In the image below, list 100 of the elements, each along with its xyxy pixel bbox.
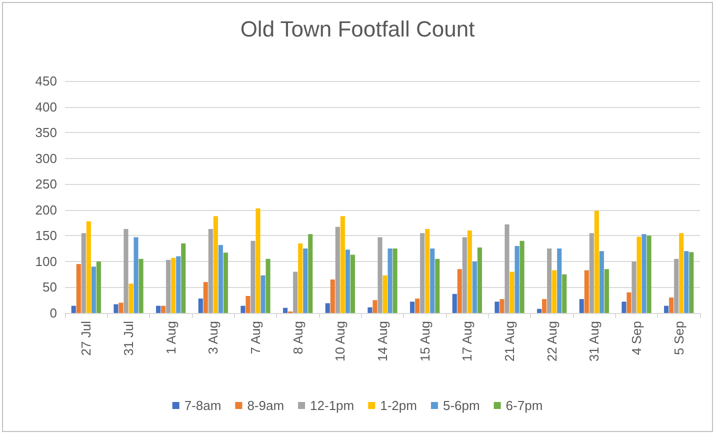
- bar: [368, 307, 372, 313]
- y-tick-label: 100: [35, 254, 57, 269]
- x-tick-label: 31 Jul: [121, 320, 136, 356]
- bar: [626, 292, 632, 313]
- y-tick-label: 150: [35, 228, 57, 244]
- bar: [91, 266, 96, 313]
- bar: [415, 298, 420, 313]
- bar: [124, 228, 128, 313]
- bar: [345, 250, 350, 313]
- bar: [689, 252, 694, 313]
- bar: [435, 258, 440, 313]
- bar: [208, 228, 213, 313]
- bar: [664, 306, 669, 313]
- bar: [128, 284, 134, 313]
- bar: [134, 237, 138, 313]
- bar: [520, 240, 524, 313]
- legend-label: 7-8am: [184, 398, 222, 413]
- x-tick-label: 10 Aug: [332, 321, 348, 362]
- bar: [308, 234, 313, 313]
- x-tick-label: 8 Aug: [290, 321, 306, 354]
- bar: [303, 248, 308, 313]
- bar: [425, 228, 430, 313]
- x-tick-label: 7 Aug: [248, 321, 263, 354]
- bar: [246, 296, 250, 313]
- bar: [198, 298, 203, 313]
- bar: [181, 243, 186, 313]
- y-tick-label: 0: [50, 306, 57, 320]
- bar: [632, 261, 636, 313]
- bar: [514, 246, 520, 313]
- x-tick-label: 17 Aug: [460, 321, 475, 362]
- bar: [81, 233, 86, 313]
- bar: [114, 304, 118, 313]
- bar: [138, 258, 144, 313]
- legend-label: 8-9am: [247, 398, 284, 413]
- bar: [161, 306, 166, 313]
- bar: [171, 258, 176, 313]
- x-tick-label: 14 Aug: [375, 321, 390, 362]
- bar: [335, 226, 340, 313]
- bar: [452, 294, 457, 313]
- bar: [410, 302, 415, 313]
- bar: [223, 252, 228, 313]
- bar: [669, 298, 674, 313]
- bar: [76, 264, 81, 313]
- bar: [260, 275, 266, 313]
- bar: [166, 260, 171, 313]
- x-tick-label: 15 Aug: [417, 321, 432, 362]
- bar: [293, 272, 298, 313]
- bar: [462, 237, 467, 313]
- bar: [599, 251, 604, 313]
- bar: [266, 258, 270, 313]
- x-tick-label: 27 Jul: [78, 320, 94, 356]
- bar: [510, 272, 514, 313]
- bar: [557, 248, 562, 313]
- chart-title: Old Town Footfall Count: [240, 16, 475, 42]
- y-tick-label: 350: [35, 125, 57, 140]
- bar: [589, 233, 594, 313]
- bar: [622, 302, 626, 313]
- bar: [604, 269, 609, 313]
- y-tick-label: 250: [35, 176, 57, 192]
- bar: [213, 216, 218, 313]
- x-tick-label: 31 Aug: [586, 321, 602, 362]
- bar: [562, 274, 567, 313]
- bar: [325, 303, 330, 313]
- bar: [504, 224, 510, 313]
- bar: [372, 300, 378, 313]
- legend-label: 12-1pm: [310, 398, 354, 413]
- bar: [642, 234, 646, 313]
- x-tick-label: 21 Aug: [502, 321, 517, 362]
- y-tick-label: 50: [42, 280, 57, 295]
- bar: [457, 269, 462, 313]
- legend-label: 1-2pm: [380, 398, 417, 413]
- legend-label: 5-6pm: [442, 398, 480, 413]
- bar: [420, 233, 425, 313]
- bar: [96, 261, 101, 313]
- legend-label: 6-7pm: [506, 398, 543, 413]
- y-tick-label: 200: [35, 202, 57, 218]
- bar: [240, 306, 246, 313]
- x-tick-label: 3 Aug: [206, 321, 221, 354]
- bar: [552, 270, 557, 313]
- bar: [494, 302, 500, 313]
- bar: [86, 221, 91, 313]
- bar: [350, 254, 355, 313]
- bar: [477, 248, 482, 313]
- bar: [579, 299, 584, 313]
- bar: [392, 248, 398, 313]
- bar: [674, 258, 679, 313]
- bar: [584, 270, 589, 313]
- bar: [537, 308, 542, 313]
- y-tick-label: 450: [35, 74, 57, 88]
- bar: [118, 302, 124, 313]
- bar: [679, 233, 684, 313]
- bar: [684, 251, 689, 313]
- bar: [283, 308, 288, 313]
- bar: [256, 208, 260, 313]
- bar: [330, 279, 335, 313]
- bar: [156, 306, 161, 313]
- bar: [472, 261, 477, 313]
- bar: [340, 216, 345, 313]
- bar: [203, 282, 208, 313]
- x-tick-label: 1 Aug: [163, 321, 178, 354]
